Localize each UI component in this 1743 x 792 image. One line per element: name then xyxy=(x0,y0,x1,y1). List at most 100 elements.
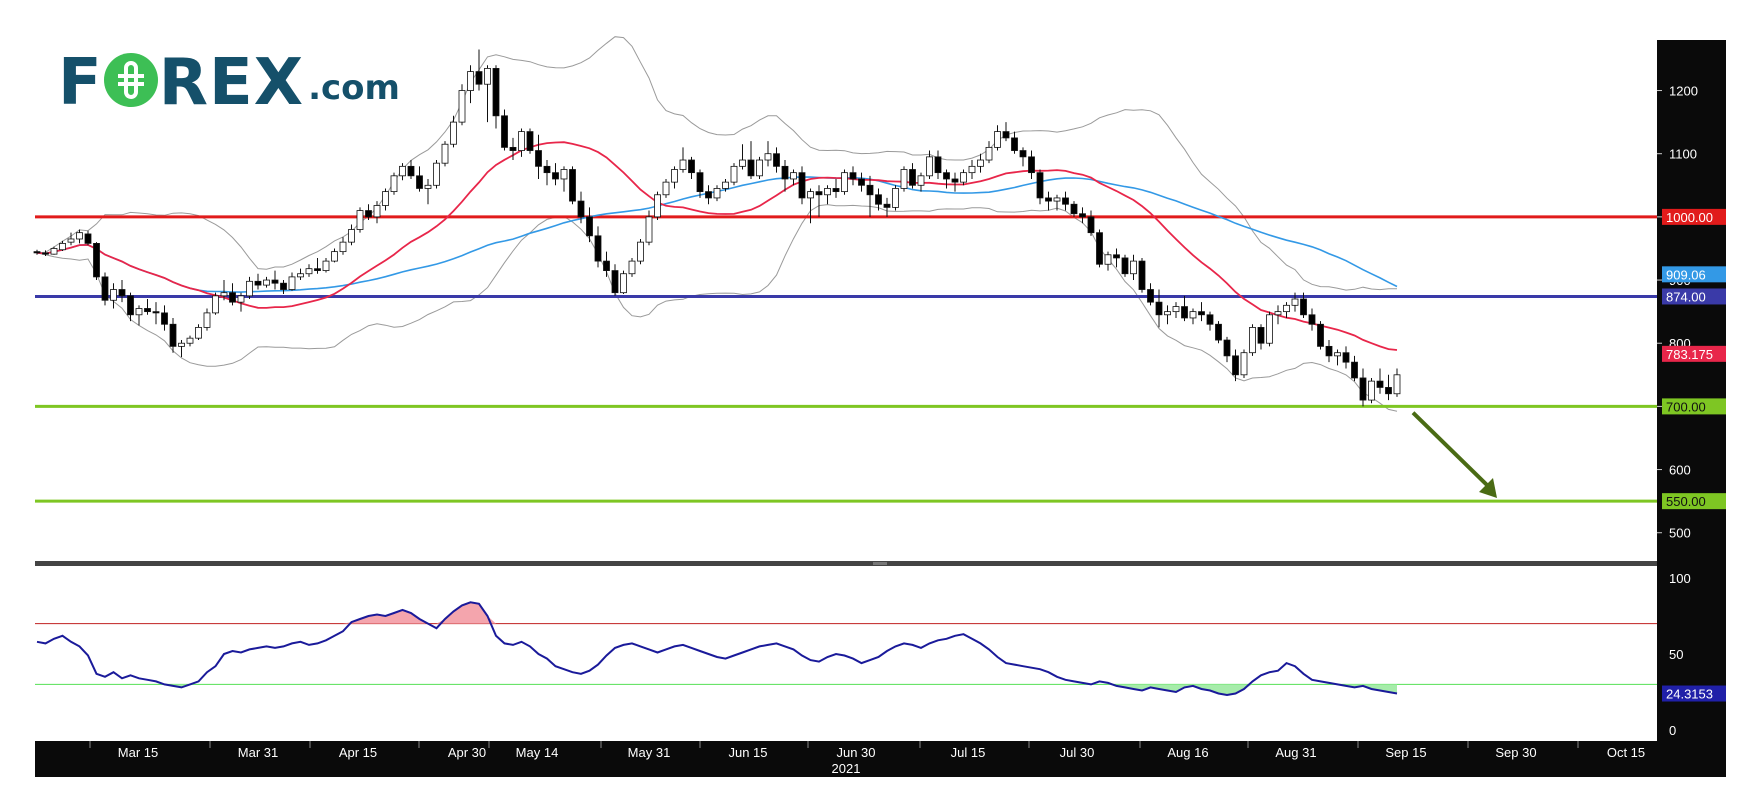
candle-body xyxy=(263,279,270,286)
indicator-value-label: 783.175 xyxy=(1666,347,1713,362)
rsi-tick-label: 0 xyxy=(1669,723,1676,738)
candle-body xyxy=(1019,150,1027,158)
candlestick-series xyxy=(33,49,1401,407)
level-value-box xyxy=(1662,398,1726,415)
candle-body xyxy=(297,273,304,278)
candle-body xyxy=(815,191,823,196)
candle-body xyxy=(1257,327,1265,344)
candle-body xyxy=(220,292,228,297)
candle-body xyxy=(747,159,755,177)
bollinger-upper-line xyxy=(36,36,1398,291)
candle-body xyxy=(186,337,194,344)
candle-body xyxy=(662,181,670,196)
candle-body xyxy=(1334,352,1341,357)
candle-body xyxy=(127,295,134,316)
date-tick-label: Jul 15 xyxy=(951,745,986,760)
candle-body xyxy=(781,165,789,180)
candle-body xyxy=(968,165,976,174)
candle-body xyxy=(807,191,814,199)
date-tick-label: Jun 30 xyxy=(836,745,875,760)
candle-body xyxy=(586,216,593,237)
candle-body xyxy=(849,172,857,180)
candle-body xyxy=(382,191,389,206)
candle-body xyxy=(951,178,959,183)
candle-body xyxy=(1036,172,1044,199)
indicator-value-box xyxy=(1662,266,1726,283)
level-value-label: 550.00 xyxy=(1666,494,1706,509)
date-axis: Mar 15 Mar 31 Apr 15 Apr 30 May 14 May 31 Jun … xyxy=(89,741,1645,760)
candle-body xyxy=(926,156,933,177)
candle-body xyxy=(33,251,41,254)
candle-body xyxy=(518,131,525,151)
candle-body xyxy=(195,327,202,339)
candle-body xyxy=(1002,131,1010,139)
pane-divider-handle[interactable] xyxy=(873,562,887,565)
candle-body xyxy=(900,169,908,189)
candle-body xyxy=(178,342,185,347)
candle-body xyxy=(407,165,415,177)
candle-body xyxy=(773,153,780,167)
arrow-shaft xyxy=(1411,411,1493,491)
date-tick-label: Aug 16 xyxy=(1167,745,1208,760)
candle-body xyxy=(314,268,321,271)
date-tick-label: Mar 15 xyxy=(118,745,158,760)
candle-body xyxy=(135,308,143,316)
horizontal-levels xyxy=(35,215,1657,503)
candle-body xyxy=(934,156,942,174)
candle-body xyxy=(1232,355,1239,376)
candle-body xyxy=(93,243,100,278)
candle-body xyxy=(722,181,729,189)
candle-body xyxy=(611,270,619,294)
price-tick-label: 500 xyxy=(1669,526,1691,541)
candle-body xyxy=(798,172,806,199)
candle-body xyxy=(254,280,262,286)
candle-body xyxy=(756,159,763,177)
candle-body xyxy=(458,90,466,123)
candle-body xyxy=(569,169,576,202)
x-axis-bar xyxy=(35,741,1726,777)
candle-body xyxy=(110,289,117,301)
candle-body xyxy=(118,289,126,297)
candle-body xyxy=(705,191,712,199)
indicator-value-box xyxy=(1662,345,1726,362)
date-tick-label: Oct 15 xyxy=(1607,745,1645,760)
rsi-value-label: 24.3153 xyxy=(1666,687,1713,702)
candle-body xyxy=(1138,260,1146,290)
level-value-label: 700.00 xyxy=(1666,399,1706,414)
rsi-pane xyxy=(35,601,1657,697)
candle-body xyxy=(1087,216,1095,234)
candle-body xyxy=(1062,197,1069,205)
candle-body xyxy=(467,71,474,91)
indicator-value-label: 909.06 xyxy=(1666,267,1706,282)
candle-body xyxy=(59,243,66,251)
candle-body xyxy=(484,68,491,85)
candle-body xyxy=(475,71,483,85)
price-tick-label: 1100 xyxy=(1669,147,1697,162)
candle-body xyxy=(543,165,551,174)
candle-body xyxy=(144,308,151,313)
candle-body xyxy=(1215,323,1222,341)
candle-body xyxy=(169,323,177,347)
date-tick-label: Apr 30 xyxy=(448,745,486,760)
candle-body xyxy=(1376,380,1384,388)
candle-body xyxy=(713,188,721,199)
date-tick-label: Jun 15 xyxy=(728,745,767,760)
candle-body xyxy=(696,172,704,193)
candle-body xyxy=(331,251,338,262)
candle-body xyxy=(1317,323,1324,347)
logo-text-right: REX xyxy=(158,46,305,120)
candle-body xyxy=(832,188,840,193)
candle-body xyxy=(416,175,423,189)
candle-body xyxy=(603,260,610,271)
candle-body xyxy=(373,205,381,218)
bollinger-bands xyxy=(36,36,1398,412)
candle-body xyxy=(1121,257,1129,275)
date-tick-label: Sep 15 xyxy=(1385,745,1426,760)
candle-body xyxy=(1393,374,1401,395)
candle-body xyxy=(67,238,75,243)
candle-body xyxy=(203,312,211,328)
candle-body xyxy=(288,276,296,290)
logo-coin-icon xyxy=(103,53,158,107)
candle-body xyxy=(322,260,330,271)
